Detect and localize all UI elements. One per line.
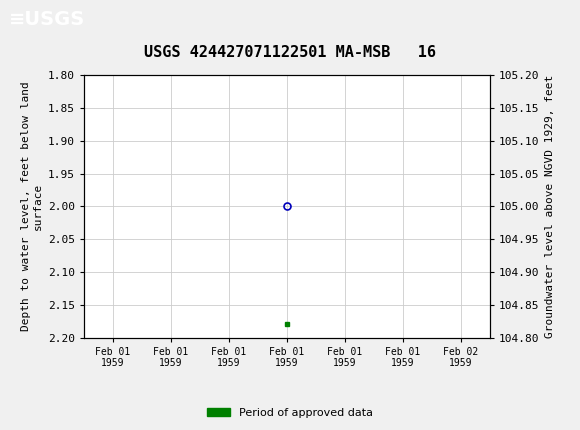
Text: USGS 424427071122501 MA-MSB   16: USGS 424427071122501 MA-MSB 16 <box>144 45 436 60</box>
Legend: Period of approved data: Period of approved data <box>203 403 377 422</box>
Text: ≡USGS: ≡USGS <box>9 10 85 29</box>
Y-axis label: Depth to water level, feet below land
surface: Depth to water level, feet below land su… <box>21 82 42 331</box>
Y-axis label: Groundwater level above NGVD 1929, feet: Groundwater level above NGVD 1929, feet <box>545 75 555 338</box>
